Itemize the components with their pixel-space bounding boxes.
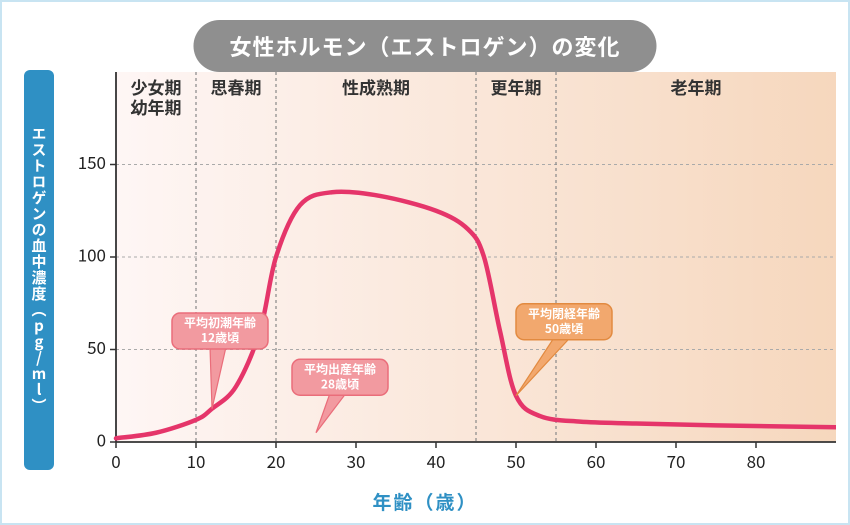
x-tick-label: 40 — [427, 448, 446, 473]
x-tick-label: 10 — [187, 448, 206, 473]
x-tick-label: 80 — [747, 448, 766, 473]
phase-label: 性成熟期 — [342, 74, 410, 99]
phase-label: 思春期 — [211, 74, 262, 99]
y-tick-label: 150 — [78, 149, 106, 174]
y-tick-label: 100 — [78, 242, 106, 267]
x-axis-label: 年齢（歳） — [372, 488, 477, 515]
x-tick-label: 30 — [347, 448, 366, 473]
phase-label: 更年期 — [491, 74, 542, 99]
y-tick-label: 0 — [97, 427, 106, 452]
estrogen-chart: 05010015001020304050607080少女期幼年期思春期性成熟期更… — [66, 72, 836, 482]
bubble-line2: 12歳頃 — [201, 329, 239, 346]
bubble-line2: 28歳頃 — [321, 375, 359, 392]
x-tick-label: 50 — [507, 448, 526, 473]
x-tick-label: 20 — [267, 448, 286, 473]
chart-title-pill: 女性ホルモン（エストロゲン）の変化 — [193, 20, 656, 72]
y-axis-label-strip: エストロゲンの血中濃度（pg/ml） — [24, 70, 54, 470]
phase-label-sub: 幼年期 — [131, 94, 182, 119]
bubble-line2: 50歳頃 — [545, 320, 583, 337]
y-axis-label: エストロゲンの血中濃度（pg/ml） — [29, 126, 50, 414]
x-tick-label: 0 — [111, 448, 120, 473]
phase-label: 老年期 — [671, 74, 722, 99]
x-tick-label: 60 — [587, 448, 606, 473]
chart-title: 女性ホルモン（エストロゲン）の変化 — [229, 30, 620, 62]
y-tick-label: 50 — [87, 334, 106, 359]
x-tick-label: 70 — [667, 448, 686, 473]
